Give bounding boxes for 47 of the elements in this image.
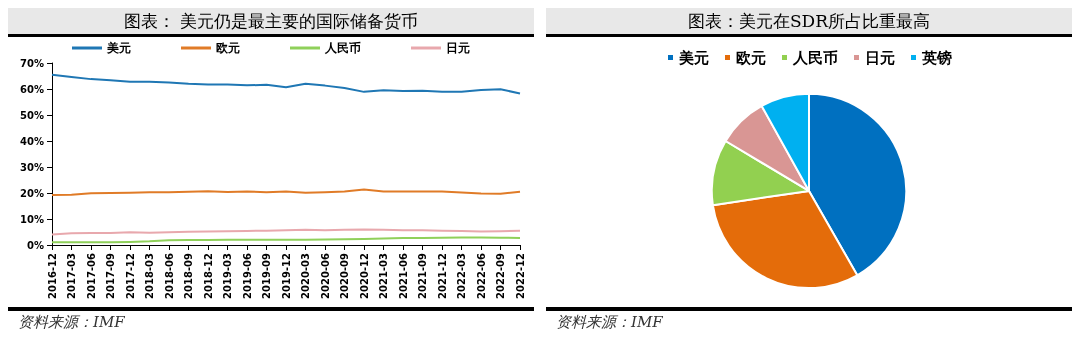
x-tick-label: 2017-12 <box>124 252 136 299</box>
x-tick-label: 2022-12 <box>514 252 526 299</box>
legend-label: 人民币 <box>792 48 838 67</box>
legend-label: 欧元 <box>216 41 240 55</box>
legend-label: 日元 <box>446 41 470 55</box>
x-tick-label: 2020-06 <box>319 252 331 299</box>
y-tick-label: 50% <box>20 109 44 121</box>
x-tick-label: 2022-09 <box>495 252 506 299</box>
legend-label: 欧元 <box>736 48 766 67</box>
x-tick-label: 2022-03 <box>456 252 467 299</box>
y-tick-label: 20% <box>20 187 44 199</box>
y-tick-label: 40% <box>20 135 44 147</box>
chart-title: 图表： 美元仍是最主要的国际储备货币 <box>8 8 534 37</box>
legend-label: 美元 <box>106 41 131 55</box>
x-tick-label: 2018-06 <box>163 252 175 299</box>
legend-label: 日元 <box>865 48 895 67</box>
x-tick-label: 2018-03 <box>144 252 155 299</box>
x-tick-label: 2022-06 <box>475 252 487 299</box>
x-tick-label: 2018-12 <box>202 252 214 299</box>
x-tick-label: 2021-03 <box>378 252 389 299</box>
x-tick-label: 2020-09 <box>339 252 350 299</box>
x-tick-label: 2021-12 <box>436 252 448 299</box>
line-series <box>51 73 521 95</box>
y-tick-label: 30% <box>20 161 44 173</box>
x-tick-label: 2020-03 <box>300 252 311 299</box>
legend-label: 人民币 <box>324 41 361 55</box>
y-tick-label: 60% <box>20 83 44 95</box>
x-tick-label: 2020-12 <box>358 252 370 299</box>
x-tick-label: 2019-06 <box>241 252 253 299</box>
y-tick-label: 70% <box>20 57 44 69</box>
x-tick-label: 2021-09 <box>417 252 428 299</box>
text: 资料来源：IMF <box>18 313 125 331</box>
x-tick-label: 2016-12 <box>46 252 58 299</box>
legend-label: 英镑 <box>921 48 952 67</box>
x-tick-label: 2017-09 <box>105 252 116 299</box>
x-tick-label: 2019-12 <box>280 252 292 299</box>
x-tick-label: 2021-06 <box>397 252 409 299</box>
legend-label: 美元 <box>678 48 709 67</box>
x-tick-label: 2019-03 <box>222 252 233 299</box>
x-tick-label: 2019-09 <box>261 252 272 299</box>
y-tick-label: 0% <box>27 239 44 251</box>
text: 资料来源：IMF <box>556 313 663 331</box>
x-tick-label: 2017-06 <box>85 252 97 299</box>
chart-title: 图表：美元在SDR所占比重最高 <box>546 8 1072 37</box>
y-tick-label: 10% <box>20 213 44 225</box>
x-tick-label: 2017-03 <box>66 252 77 299</box>
x-tick-label: 2018-09 <box>183 252 194 299</box>
